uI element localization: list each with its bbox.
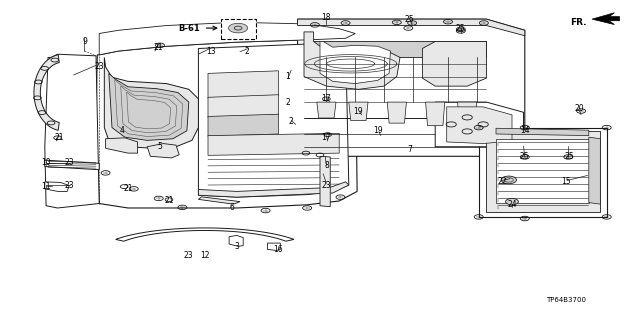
Bar (221, 19, 256, 39)
Polygon shape (104, 57, 198, 148)
Polygon shape (106, 138, 138, 153)
Polygon shape (496, 128, 589, 136)
Polygon shape (45, 182, 69, 191)
Text: 24: 24 (507, 200, 517, 209)
Polygon shape (208, 71, 278, 98)
Text: FR.: FR. (570, 19, 587, 27)
Text: 10: 10 (41, 158, 51, 167)
Text: 23: 23 (64, 158, 74, 167)
Text: 23: 23 (184, 251, 194, 260)
Text: TP64B3700: TP64B3700 (547, 298, 586, 303)
Polygon shape (268, 243, 280, 250)
Polygon shape (486, 131, 600, 212)
Polygon shape (198, 42, 349, 197)
Polygon shape (447, 107, 512, 144)
Text: 21: 21 (165, 196, 174, 205)
Polygon shape (229, 235, 243, 246)
Text: 25: 25 (456, 24, 466, 33)
Text: 17: 17 (321, 94, 332, 103)
Text: 25: 25 (520, 152, 530, 161)
Text: 3: 3 (234, 242, 239, 251)
Polygon shape (99, 22, 355, 55)
Polygon shape (45, 54, 99, 208)
Polygon shape (387, 102, 406, 123)
Polygon shape (589, 137, 600, 204)
Polygon shape (45, 160, 99, 170)
Polygon shape (96, 33, 357, 208)
Polygon shape (304, 32, 400, 89)
Text: 17: 17 (321, 133, 332, 142)
Text: 9: 9 (82, 37, 87, 46)
Polygon shape (198, 182, 349, 197)
Text: 5: 5 (157, 142, 163, 151)
Polygon shape (109, 73, 189, 140)
Text: 8: 8 (324, 161, 329, 170)
Polygon shape (320, 41, 390, 84)
Circle shape (506, 198, 518, 205)
Polygon shape (496, 139, 589, 203)
Polygon shape (208, 133, 339, 155)
Text: 21: 21 (154, 43, 163, 52)
Polygon shape (116, 228, 294, 241)
Text: 13: 13 (206, 47, 216, 56)
Text: 23: 23 (64, 181, 74, 190)
Text: 16: 16 (273, 245, 284, 254)
Text: 21: 21 (124, 184, 132, 193)
Text: 15: 15 (561, 177, 572, 186)
Polygon shape (435, 102, 524, 147)
Polygon shape (34, 55, 60, 130)
Polygon shape (592, 13, 620, 25)
Text: 2: 2 (289, 117, 294, 126)
Text: B-61: B-61 (179, 24, 200, 33)
Text: 22: 22 (498, 177, 507, 186)
Polygon shape (317, 102, 336, 118)
Text: 14: 14 (520, 126, 530, 135)
Circle shape (228, 23, 248, 33)
Polygon shape (298, 19, 525, 156)
Text: 20: 20 (574, 104, 584, 113)
Text: 4: 4 (119, 126, 124, 135)
Text: 2: 2 (244, 47, 249, 56)
Polygon shape (208, 95, 278, 117)
Text: 6: 6 (230, 204, 235, 212)
Text: 19: 19 (372, 126, 383, 135)
Polygon shape (426, 102, 445, 126)
Text: 23: 23 (94, 63, 104, 71)
Text: 19: 19 (353, 107, 364, 116)
Text: 2: 2 (285, 98, 291, 107)
Polygon shape (147, 144, 179, 158)
Text: 25: 25 (404, 15, 415, 24)
Text: 12: 12 (200, 251, 209, 260)
Polygon shape (304, 41, 486, 57)
Text: 25: 25 (564, 152, 575, 161)
Circle shape (501, 176, 516, 184)
Polygon shape (479, 128, 607, 217)
Text: 23: 23 (321, 181, 332, 189)
Text: 7: 7 (407, 145, 412, 154)
Polygon shape (458, 102, 477, 128)
Polygon shape (298, 19, 525, 36)
Polygon shape (208, 114, 278, 136)
Polygon shape (320, 156, 330, 207)
Polygon shape (349, 102, 368, 121)
Polygon shape (422, 41, 486, 86)
Text: 1: 1 (285, 72, 291, 81)
Text: 11: 11 (42, 182, 51, 191)
Text: 21: 21 (54, 133, 63, 142)
Text: 18: 18 (322, 13, 331, 22)
Polygon shape (198, 197, 240, 204)
